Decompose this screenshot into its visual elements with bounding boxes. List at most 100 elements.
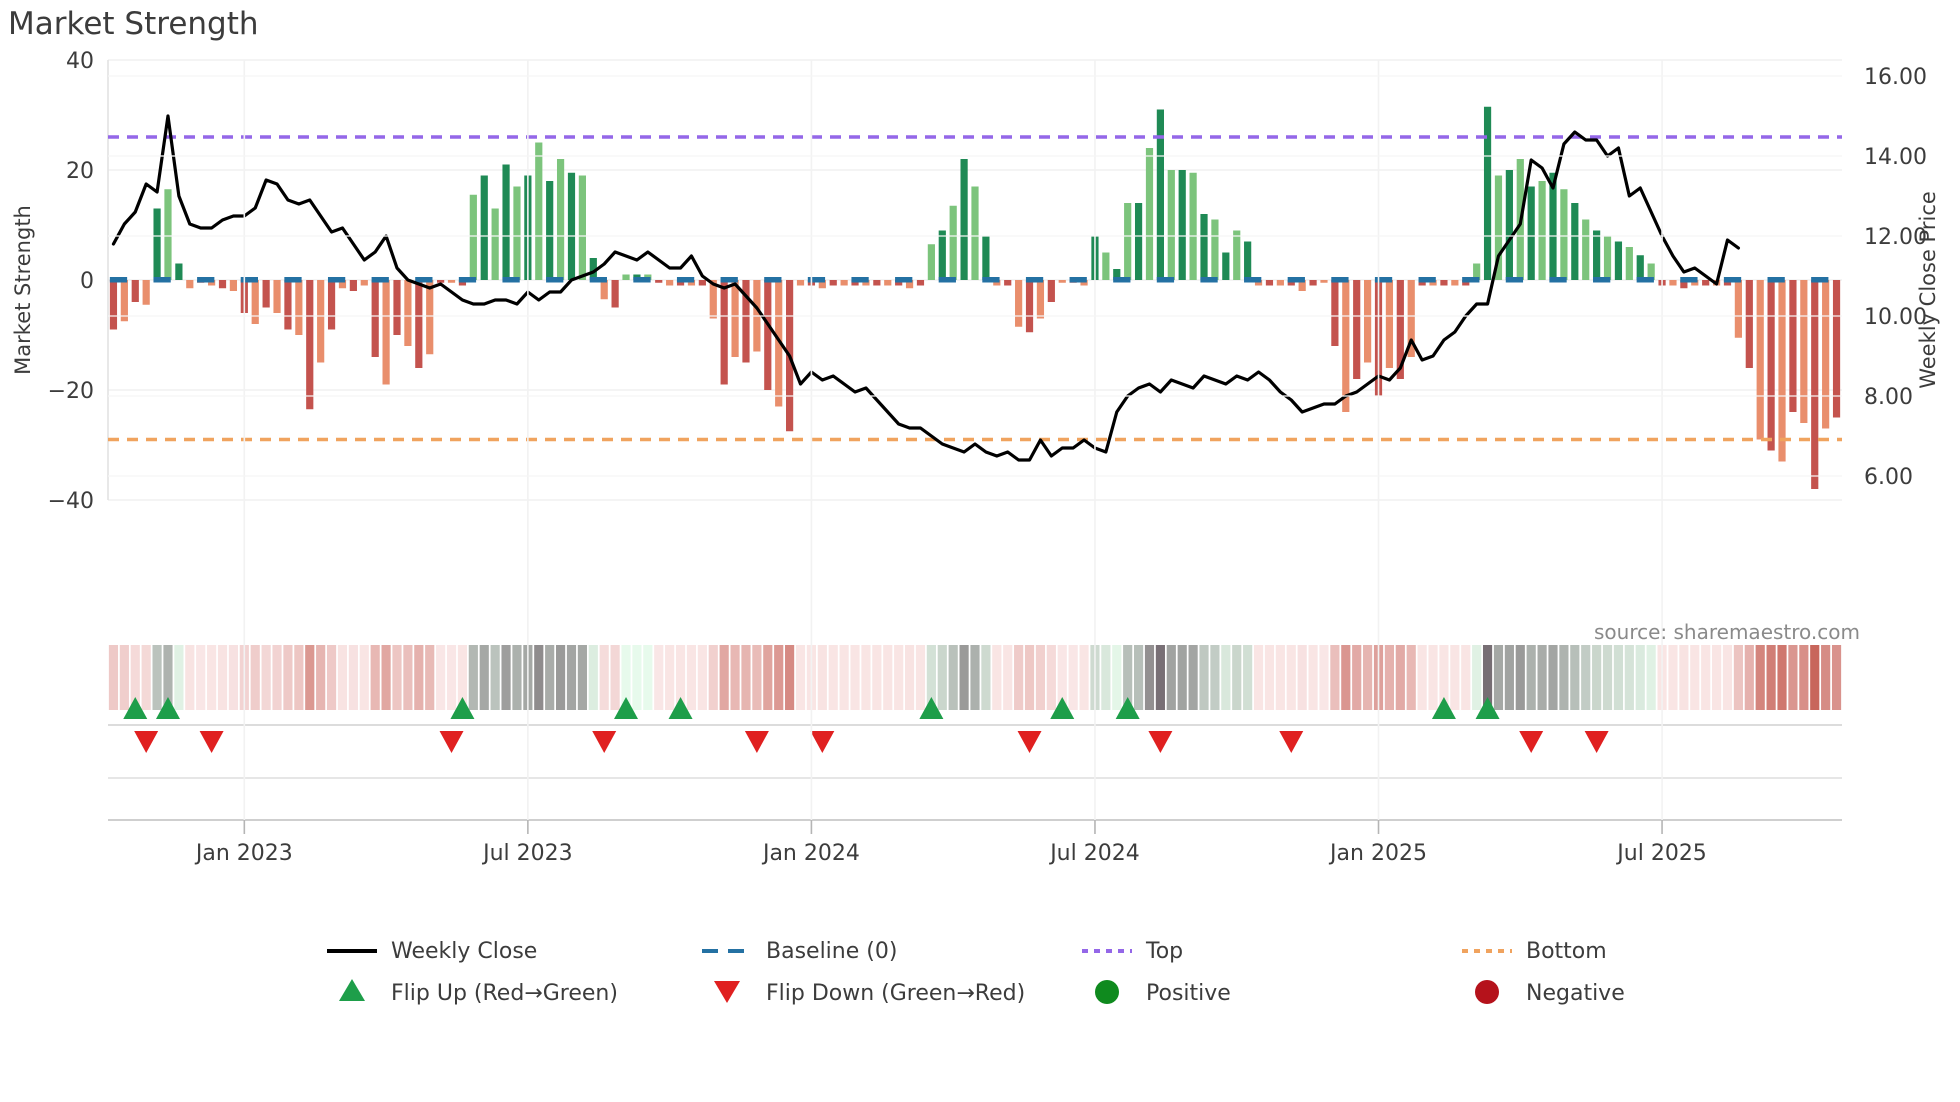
strength-bar [1767, 280, 1775, 451]
legend-item[interactable]: Bottom [1462, 939, 1607, 964]
strength-bar [1342, 280, 1350, 412]
strength-bar [393, 280, 401, 335]
heatmap-cell [468, 645, 478, 710]
flip-down-marker[interactable] [134, 731, 159, 753]
strength-bar [1593, 230, 1601, 280]
strength-bar [491, 208, 499, 280]
strength-bar [1603, 236, 1612, 280]
flip-up-marker[interactable] [123, 697, 148, 719]
heatmap-cell [1592, 645, 1602, 710]
heatmap-cell [981, 645, 991, 710]
legend-triangle-up-swatch [339, 979, 365, 1001]
heatmap-cell [381, 645, 391, 710]
y-tick-label-left: −40 [48, 489, 94, 514]
y-tick-label-left: 40 [66, 49, 94, 74]
flip-down-marker[interactable] [1148, 731, 1173, 753]
flip-down-marker[interactable] [199, 731, 224, 753]
flip-down-marker[interactable] [744, 731, 769, 753]
strength-bar [1505, 170, 1513, 280]
flip-up-marker[interactable] [1431, 697, 1456, 719]
strength-bar [622, 274, 630, 280]
legend-item[interactable]: Positive [1095, 980, 1231, 1006]
strength-bar [535, 142, 543, 280]
strength-bar [437, 280, 445, 283]
heatmap-cell [1799, 645, 1809, 710]
strength-bar [676, 280, 685, 286]
strength-bar [415, 280, 423, 368]
baseline-segment [1113, 277, 1131, 283]
strength-bar [567, 172, 576, 280]
heatmap-cell [774, 645, 784, 710]
heatmap-cell [1635, 645, 1645, 710]
strength-bar [1811, 280, 1819, 489]
strength-bar [1353, 280, 1361, 379]
baseline-segment [1723, 277, 1742, 283]
heatmap-cell [1352, 645, 1362, 710]
heatmap-cell [1319, 645, 1329, 710]
flip-up-marker[interactable] [450, 697, 475, 719]
legend-item[interactable]: Weekly Close [327, 939, 537, 964]
legend-item[interactable]: Flip Up (Red→Green) [339, 979, 618, 1006]
heatmap-cell [1472, 645, 1482, 710]
flip-down-marker[interactable] [810, 731, 835, 753]
strength-bar [993, 280, 1001, 286]
heatmap-cell [1221, 645, 1231, 710]
flip-up-marker[interactable] [1115, 697, 1140, 719]
x-tick-label: Jul 2025 [1615, 841, 1707, 866]
legend-item[interactable]: Baseline (0) [702, 939, 897, 964]
strength-bar [1156, 109, 1164, 280]
heatmap-cell [730, 645, 740, 710]
source-attribution: source: sharemaestro.com [1594, 620, 1860, 644]
strength-bar [175, 263, 183, 280]
heatmap-cell [1134, 645, 1144, 710]
strength-bar [295, 280, 303, 335]
flip-down-marker[interactable] [1017, 731, 1042, 753]
strength-bar [1124, 203, 1132, 280]
flip-down-marker[interactable] [1584, 731, 1609, 753]
heatmap-cell [1243, 645, 1253, 710]
strength-bar [905, 280, 914, 289]
y-tick-label-left: 20 [66, 159, 94, 184]
flip-up-marker[interactable] [1050, 697, 1075, 719]
strength-bar [1396, 280, 1404, 379]
heatmap-cell [1668, 645, 1678, 710]
flip-up-marker[interactable] [614, 697, 639, 719]
heatmap-cell [1275, 645, 1285, 710]
strength-bar [775, 280, 783, 407]
flip-up-marker[interactable] [1475, 697, 1500, 719]
heatmap-cell [501, 645, 511, 710]
strength-bar [153, 208, 161, 280]
strength-bar [1451, 280, 1459, 286]
flip-down-marker[interactable] [439, 731, 464, 753]
heatmap-cell [545, 645, 555, 710]
flip-down-marker[interactable] [1279, 731, 1304, 753]
flip-up-marker[interactable] [919, 697, 944, 719]
strength-bar [851, 280, 859, 286]
flip-up-marker[interactable] [668, 697, 693, 719]
strength-bar [1407, 280, 1415, 357]
heatmap-cell [1046, 645, 1056, 710]
baseline-segment [1025, 277, 1044, 283]
heatmap-cell [1515, 645, 1525, 710]
heatmap-cell [512, 645, 522, 710]
heatmap-cell [1297, 645, 1307, 710]
legend-item[interactable]: Top [1082, 939, 1183, 964]
x-axis: Jan 2023 Jul 2023 Jan 2024 Jul 2024 Jan 2025… [194, 60, 1707, 866]
strength-bar [164, 189, 172, 280]
heatmap-cell [1712, 645, 1722, 710]
flip-up-marker[interactable] [155, 697, 180, 719]
legend-item[interactable]: Negative [1475, 980, 1625, 1006]
flip-down-marker[interactable] [1519, 731, 1544, 753]
heatmap-cell [708, 645, 718, 710]
strength-bar [1178, 170, 1186, 280]
strength-bar [1298, 280, 1306, 291]
heatmap-cell [1831, 645, 1842, 710]
legend-item[interactable]: Flip Down (Green→Red) [714, 981, 1025, 1006]
baseline-segment [1331, 277, 1349, 283]
flip-down-marker[interactable] [592, 731, 617, 753]
y-tick-label-left: 0 [80, 269, 94, 294]
strength-bar [186, 280, 194, 289]
heatmap-cell [675, 645, 686, 710]
heatmap-cell [305, 645, 315, 710]
